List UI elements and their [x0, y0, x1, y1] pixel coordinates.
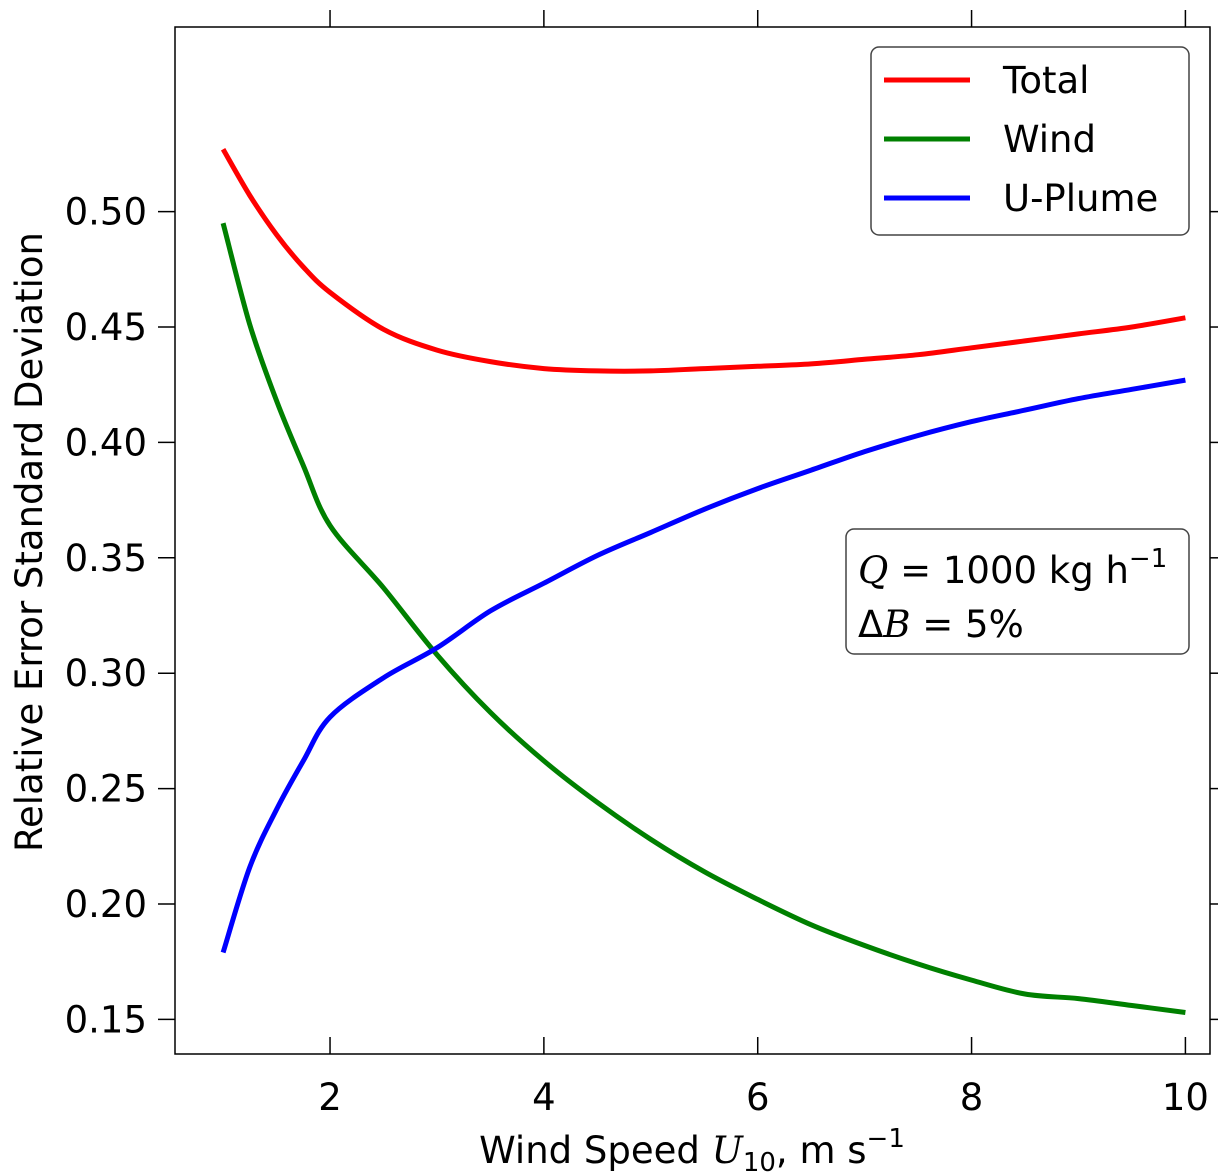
- y-tick-label: 0.20: [65, 883, 147, 926]
- legend-label-u-plume: U-Plume: [1003, 177, 1158, 220]
- tick-layer: 2 4 6 8 10 0.15 0.20 0.25 0.30 0.35 0.40 0.45 0.50: [65, 10, 1218, 1119]
- x-axis-label: Wind Speed U10, m s−1: [479, 1124, 905, 1174]
- annotation-line-background: ΔB = 5%: [858, 603, 1024, 646]
- legend-label-total: Total: [1002, 59, 1089, 102]
- y-tick-label: 0.30: [65, 652, 147, 695]
- y-tick-label: 0.15: [65, 998, 147, 1041]
- series-layer: [220, 148, 1186, 1015]
- y-tick-label: 0.25: [65, 768, 147, 811]
- legend-label-wind: Wind: [1003, 118, 1096, 161]
- y-tick-label: 0.35: [65, 537, 147, 580]
- x-tick-label: 8: [960, 1076, 984, 1119]
- annotation: Q = 1000 kg h−1 ΔB = 5%: [845, 528, 1190, 655]
- annotation-line-emission: Q = 1000 kg h−1: [858, 544, 1167, 592]
- y-tick-label: 0.45: [65, 306, 147, 349]
- annotation-box: [845, 528, 1190, 655]
- series-line-total: [220, 148, 1186, 374]
- x-tick-label: 10: [1162, 1076, 1209, 1119]
- x-tick-label: 6: [746, 1076, 770, 1119]
- legend: Total Wind U-Plume: [870, 46, 1190, 236]
- y-axis-label: Relative Error Standard Deviation: [8, 232, 51, 852]
- y-tick-label: 0.40: [65, 421, 147, 464]
- x-tick-label: 2: [318, 1076, 342, 1119]
- series-line-u-plume: [220, 377, 1186, 954]
- legend-box: [870, 46, 1190, 236]
- y-tick-label: 0.50: [65, 191, 147, 234]
- plot-frame: [174, 26, 1211, 1055]
- series-line-wind: [220, 222, 1186, 1015]
- x-tick-label: 4: [532, 1076, 556, 1119]
